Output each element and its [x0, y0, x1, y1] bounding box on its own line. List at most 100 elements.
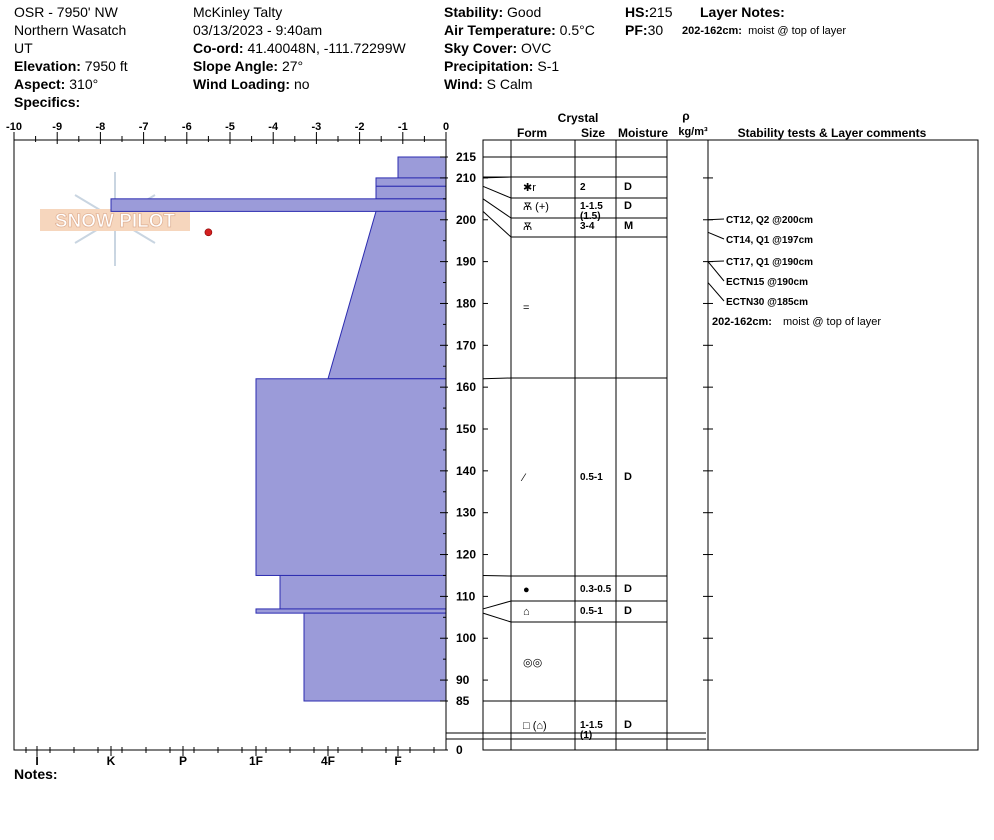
specifics: Specifics:	[14, 94, 81, 110]
crystal-form: Ѫ	[523, 221, 532, 233]
snow-info: HS:215 PF:30	[625, 3, 672, 39]
crystal-moisture: D	[624, 200, 632, 212]
crystal-moisture: D	[624, 471, 632, 483]
depth-tick-label: 170	[456, 338, 476, 352]
layer-comment-range: 202-162cm:	[712, 316, 772, 328]
depth-tick-label: 100	[456, 631, 476, 645]
notes: Notes:	[14, 765, 58, 783]
crystal-table: ✱r 2 DѪ (+) 1-1.5(1.5)DѪ 3-4 M=⁄ 0.5-1 D● 0.3-0.…	[446, 139, 979, 751]
site-info: OSR - 7950' NW Northern Wasatch UT Eleva…	[14, 3, 128, 111]
depth-tick-label: 140	[456, 464, 476, 478]
elevation: Elevation: 7950 ft	[14, 58, 128, 74]
crystal-size: 1-1.5	[580, 201, 603, 212]
crystal-size: 0.5-1	[580, 606, 603, 617]
crystal-form: ⌂	[523, 606, 530, 618]
crystal-size: 0.5-1	[580, 472, 603, 483]
header-rho: ρ	[682, 109, 689, 123]
coordinates: Co-ord: 41.40048N, -111.72299W	[193, 40, 406, 56]
depth-tick-label: 150	[456, 422, 476, 436]
crystal-form: ●	[523, 584, 530, 596]
hardness-tick-label: F	[394, 754, 401, 768]
layer-comment-text: moist @ top of layer	[783, 316, 881, 328]
crystal-size: 0.3-0.5	[580, 584, 612, 595]
crystal-size: 3-4	[580, 221, 595, 232]
temp-tick-label: -5	[225, 121, 235, 133]
stability-test-leader	[707, 218, 725, 221]
depth-tick-label: 90	[456, 673, 470, 687]
stability-test-leader	[707, 282, 725, 302]
crystal-size-secondary: (1.5)	[580, 211, 601, 222]
header-density-unit: kg/m³	[678, 126, 708, 138]
hardness-tick-label: P	[179, 754, 187, 768]
crystal-moisture: D	[624, 605, 632, 617]
depth-tick-label: 190	[456, 255, 476, 269]
depth-tick-label: 160	[456, 380, 476, 394]
header-stability-tests: Stability tests & Layer comments	[738, 126, 927, 140]
crystal-moisture: M	[624, 220, 633, 232]
depth-tick-label: 85	[456, 694, 470, 708]
depth-tick-label: 0	[456, 743, 463, 757]
stability-test-label: CT14, Q1 @197cm	[726, 235, 813, 246]
temperature-point	[204, 228, 213, 237]
hardness-layer	[255, 608, 447, 614]
temp-tick-label: -4	[268, 121, 279, 133]
depth-tick-label: 180	[456, 296, 476, 310]
hs: HS:215	[625, 4, 673, 20]
stability-tests: CT12, Q2 @200cm CT14, Q1 @197cm CT17, Q1 @…	[707, 215, 881, 328]
hardness-layer	[397, 156, 447, 179]
layer-note-text: moist @ top of layer	[748, 25, 847, 37]
hardness-layers	[110, 156, 447, 702]
stability-test-label: ECTN30 @185cm	[726, 297, 808, 308]
crystal-form: ◎◎	[523, 657, 542, 669]
table-frame	[482, 139, 979, 751]
wind: Wind: S Calm	[444, 76, 533, 92]
layer-note-line: 202-162cm: moist @ top of layer	[682, 22, 846, 40]
crystal-form: □ (⌂)	[523, 720, 547, 732]
range-name: Northern Wasatch	[14, 22, 127, 38]
stability: Stability: Good	[444, 4, 542, 20]
layer-notes: Layer Notes:	[700, 3, 785, 21]
watermark-band	[40, 209, 190, 231]
layer-connector	[482, 612, 512, 623]
temp-tick-label: -7	[139, 121, 149, 133]
precipitation: Precipitation: S-1	[444, 58, 560, 74]
temp-tick-label: -10	[6, 121, 22, 133]
temp-tick-label: 0	[443, 121, 449, 133]
header-size: Size	[581, 126, 605, 140]
observer: McKinley Talty	[193, 4, 283, 20]
crystal-form: Ѫ (+)	[523, 201, 549, 213]
wind-loading: Wind Loading: no	[193, 76, 310, 92]
site-name: OSR - 7950' NW	[14, 4, 118, 20]
air-temperature: Air Temperature: 0.5°C	[444, 22, 595, 38]
temperature-points	[204, 228, 213, 237]
header-moisture: Moisture	[618, 126, 668, 140]
hardness-tick-label: I	[35, 754, 38, 768]
layer-connector	[482, 377, 512, 380]
hardness-tick-label: K	[107, 754, 116, 768]
column-headers: Crystal Form Size Moisture ρ kg/m³ Stabi…	[517, 109, 927, 140]
layer-connector	[482, 211, 512, 238]
depth-tick-label: 215	[456, 150, 476, 164]
layer-connector	[482, 176, 512, 179]
temp-tick-label: -2	[355, 121, 365, 133]
watermark-text: SNOW PILOT	[55, 211, 176, 232]
temp-tick-label: -9	[52, 121, 62, 133]
hardness-tick-label: 4F	[321, 754, 335, 768]
depth-tick-label: 110	[456, 589, 476, 603]
depth-axis: 0 85 90 100 110 120 130 140 150 160 170 180 190 200 21…	[440, 140, 476, 757]
crystal-form: ⁄	[520, 472, 527, 484]
stability-test-leader	[707, 231, 725, 240]
observer-info: McKinley Talty 03/13/2023 - 9:40am Co-or…	[193, 3, 406, 93]
temp-tick-label: -8	[96, 121, 106, 133]
header-crystal: Crystal	[558, 111, 599, 125]
stability-test-leader	[707, 260, 725, 263]
temp-tick-label: -6	[182, 121, 192, 133]
layer-notes-title: Layer Notes:	[700, 4, 785, 20]
hardness-layer	[255, 378, 447, 576]
layer-connector	[482, 600, 512, 610]
snowpilot-watermark: SNOW PILOT	[40, 172, 190, 266]
crystal-size: 2	[580, 182, 586, 193]
header-form: Form	[517, 126, 547, 140]
layer-connector	[482, 574, 512, 577]
